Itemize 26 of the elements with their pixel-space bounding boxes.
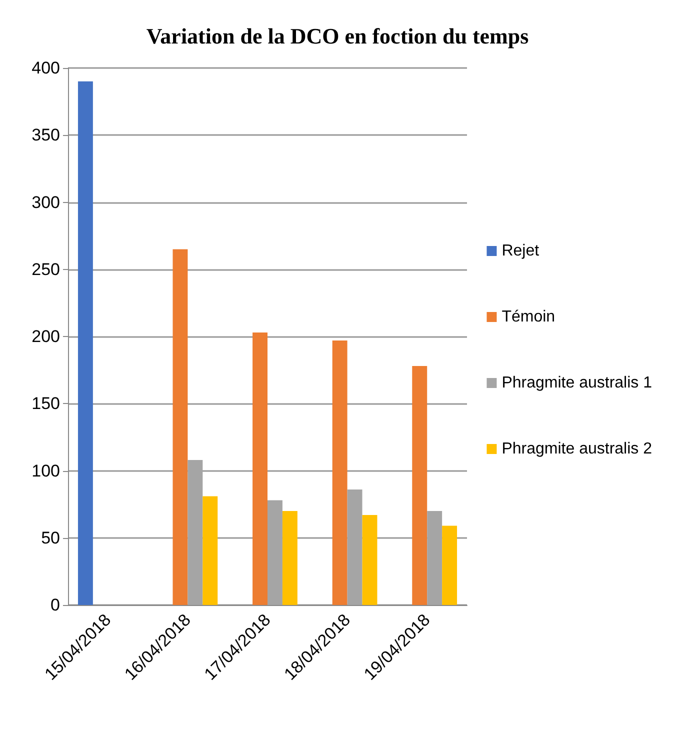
- y-tick-label: 100: [32, 461, 60, 480]
- legend-label: Témoin: [502, 308, 556, 326]
- y-tick-label: 150: [32, 394, 60, 414]
- bar: [172, 249, 188, 605]
- legend-label: Phragmite australis 2: [502, 440, 652, 458]
- bar: [332, 340, 348, 605]
- bar: [282, 511, 298, 605]
- bar: [427, 511, 442, 605]
- bar: [202, 496, 218, 605]
- y-tick-label: 0: [50, 596, 60, 614]
- bar: [268, 500, 282, 605]
- y-tick-label: 50: [41, 528, 60, 548]
- bar: [347, 490, 362, 605]
- bar: [252, 332, 268, 605]
- bar: [412, 366, 428, 605]
- y-tick-label: 250: [32, 260, 60, 279]
- legend-label: Rejet: [502, 242, 540, 260]
- bar: [78, 81, 93, 605]
- bar: [362, 515, 378, 605]
- y-tick-label: 350: [32, 126, 60, 145]
- bar: [442, 526, 458, 605]
- y-tick-label: 300: [32, 192, 60, 212]
- legend-label: Phragmite australis 1: [502, 374, 652, 392]
- chart-title: Variation de la DCO en foction du temps: [146, 24, 530, 48]
- y-tick-label: 400: [32, 58, 60, 78]
- y-tick-label: 200: [32, 327, 60, 346]
